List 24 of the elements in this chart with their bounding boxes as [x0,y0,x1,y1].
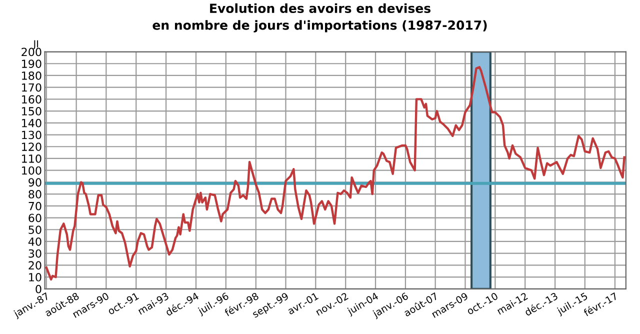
y-tick-label: 200 [22,48,42,56]
y-tick-label: 10 [29,273,42,282]
y-tick-label: 50 [28,226,42,234]
y-tick-label: 170 [22,83,42,92]
y-tick-label: 140 [22,118,42,128]
y-tick-label: 80 [28,190,42,198]
y-tick-label: 20 [28,261,42,270]
y-tick-label: 180 [22,71,42,80]
y-tick-label: 190 [22,60,42,68]
y-tick-label: 0 [36,284,42,294]
y-tick-label: 40 [28,237,42,246]
y-tick-label: 70 [28,202,42,210]
y-tick-label: 100 [22,166,42,175]
y-tick-label: 60 [28,214,42,222]
y-tick-label: 30 [28,249,42,258]
y-tick-label: 90 [28,178,42,187]
y-tick-label: 160 [22,95,42,104]
y-tick-label: 130 [22,130,42,140]
y-tick-label: 150 [22,107,42,116]
line-series [45,66,626,281]
y-axis-title: JI [32,40,38,50]
chart-title: Evolution des avoirs en devises en nombre de jours d'importations (1987-2017) [152,3,487,32]
y-tick-label: 110 [22,154,42,163]
y-tick-label: 120 [22,142,42,152]
